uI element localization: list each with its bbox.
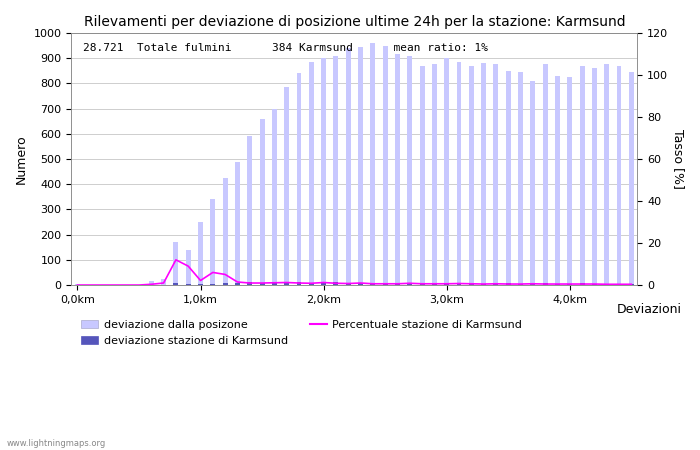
Bar — [469, 66, 474, 285]
Text: 28.721  Totale fulmini      384 Karmsund      mean ratio: 1%: 28.721 Totale fulmini 384 Karmsund mean … — [83, 43, 488, 53]
Bar — [112, 284, 117, 285]
Bar — [592, 68, 597, 285]
Bar — [542, 283, 547, 285]
Bar — [432, 64, 437, 285]
Bar — [518, 72, 523, 285]
Bar — [407, 283, 412, 285]
Bar — [506, 71, 511, 285]
Bar — [235, 283, 240, 285]
Bar — [555, 284, 560, 285]
Bar — [333, 56, 338, 285]
Bar — [481, 63, 486, 285]
Bar — [272, 283, 276, 285]
Bar — [161, 279, 166, 285]
Bar — [358, 47, 363, 285]
Bar — [75, 284, 80, 285]
Bar — [309, 62, 314, 285]
Bar — [247, 282, 252, 285]
Bar — [370, 43, 375, 285]
Bar — [284, 87, 289, 285]
Bar — [419, 66, 424, 285]
Bar — [358, 283, 363, 285]
Bar — [542, 64, 547, 285]
Bar — [198, 284, 203, 285]
Bar — [161, 284, 166, 285]
Bar — [174, 242, 178, 285]
Bar — [555, 76, 560, 285]
Text: www.lightningmaps.org: www.lightningmaps.org — [7, 439, 106, 448]
Bar — [88, 284, 92, 285]
Bar — [531, 81, 536, 285]
Bar — [235, 162, 240, 285]
Bar — [186, 250, 190, 285]
Bar — [309, 283, 314, 285]
Bar — [99, 284, 104, 285]
Bar — [260, 119, 265, 285]
Bar — [395, 54, 400, 285]
Bar — [198, 222, 203, 285]
Bar — [211, 284, 216, 285]
Bar — [321, 58, 326, 285]
Bar — [469, 283, 474, 285]
Bar — [247, 136, 252, 285]
Bar — [407, 56, 412, 285]
Bar — [260, 283, 265, 285]
Y-axis label: Numero: Numero — [15, 134, 28, 184]
Bar — [395, 283, 400, 285]
Bar — [567, 284, 572, 285]
Bar — [124, 284, 129, 285]
Bar — [149, 281, 154, 285]
Bar — [333, 282, 338, 285]
Bar — [456, 283, 461, 285]
Bar — [567, 77, 572, 285]
Bar — [494, 283, 498, 285]
Bar — [174, 283, 178, 285]
Bar — [629, 284, 634, 285]
Bar — [346, 283, 351, 285]
Bar — [272, 108, 276, 285]
Bar — [617, 66, 622, 285]
Bar — [580, 283, 584, 285]
Bar — [223, 178, 228, 285]
X-axis label: Deviazioni: Deviazioni — [616, 303, 681, 316]
Bar — [580, 66, 584, 285]
Bar — [284, 282, 289, 285]
Bar — [592, 284, 597, 285]
Bar — [346, 48, 351, 285]
Bar — [506, 283, 511, 285]
Bar — [617, 284, 622, 285]
Bar — [456, 62, 461, 285]
Legend: deviazione dalla posizone, deviazione stazione di Karmsund, Percentuale stazione: deviazione dalla posizone, deviazione st… — [77, 315, 526, 350]
Bar — [518, 284, 523, 285]
Bar — [383, 283, 388, 285]
Bar — [481, 284, 486, 285]
Bar — [604, 64, 609, 285]
Bar — [419, 283, 424, 285]
Bar — [297, 73, 302, 285]
Bar — [444, 283, 449, 285]
Y-axis label: Tasso [%]: Tasso [%] — [672, 129, 685, 189]
Bar — [604, 284, 609, 285]
Bar — [494, 64, 498, 285]
Bar — [383, 45, 388, 285]
Bar — [186, 284, 190, 285]
Bar — [211, 199, 216, 285]
Bar — [531, 284, 536, 285]
Bar — [629, 72, 634, 285]
Bar — [444, 58, 449, 285]
Bar — [321, 283, 326, 285]
Bar — [136, 284, 141, 285]
Bar — [370, 283, 375, 285]
Bar — [432, 283, 437, 285]
Title: Rilevamenti per deviazione di posizione ultime 24h per la stazione: Karmsund: Rilevamenti per deviazione di posizione … — [83, 15, 625, 29]
Bar — [223, 283, 228, 285]
Bar — [297, 282, 302, 285]
